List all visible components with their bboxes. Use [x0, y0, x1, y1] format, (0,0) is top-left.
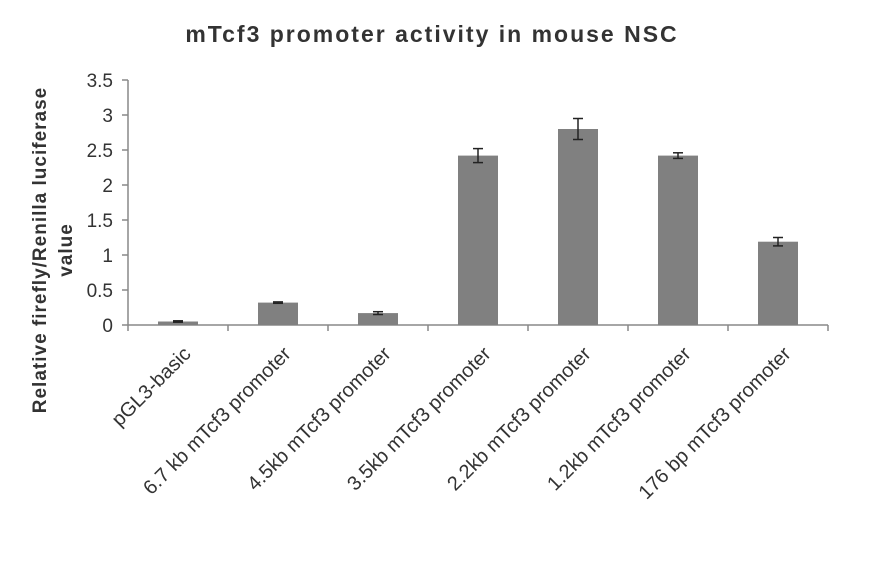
bars-group: [158, 129, 798, 325]
bar: [458, 155, 498, 325]
y-ticks-group: 0 0.5 1 1.5 2 2.5 3 3.5: [87, 71, 128, 337]
x-tick-label: pGL3-basic: [108, 343, 196, 431]
bar: [758, 241, 798, 325]
error-bar: [573, 117, 583, 141]
bar: [658, 155, 698, 325]
y-tick-label: 2: [102, 176, 113, 197]
y-tick-label: 0: [102, 316, 113, 337]
y-tick-label: 3: [102, 106, 113, 127]
y-tick-label: 0.5: [87, 281, 113, 302]
error-bar: [273, 301, 283, 305]
error-bar: [373, 310, 383, 316]
error-bar: [473, 147, 483, 164]
bar: [558, 129, 598, 325]
y-tick-label: 3.5: [87, 71, 113, 92]
y-tick-label: 1.5: [87, 211, 113, 232]
bar: [158, 321, 198, 325]
error-bar: [773, 236, 783, 247]
bar: [258, 302, 298, 325]
bar: [358, 313, 398, 325]
y-tick-label: 1: [102, 246, 113, 267]
error-bar: [673, 152, 683, 160]
y-tick-label: 2.5: [87, 141, 113, 162]
chart-title: mTcf3 promoter activity in mouse NSC: [185, 21, 678, 47]
y-axis-label-line1: Relative firefly/Renilla luciferase: [30, 87, 51, 413]
error-bar: [173, 320, 183, 323]
error-bars-group: [173, 117, 783, 323]
y-axis-label-line2: value: [56, 223, 77, 277]
